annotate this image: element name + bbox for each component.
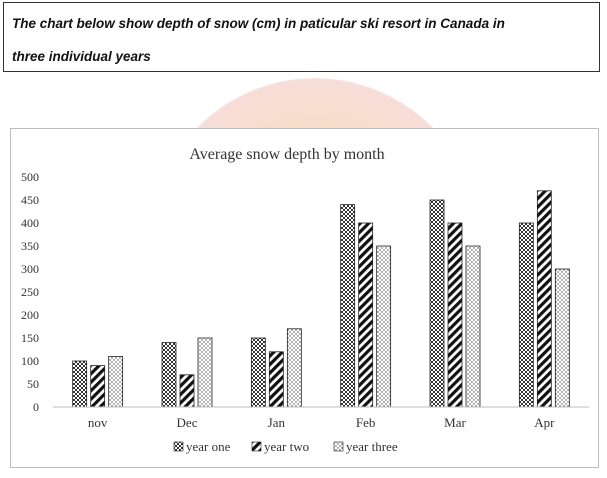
bar-year-three-nov <box>108 355 124 408</box>
bar-year-two-jan <box>268 351 284 408</box>
bar-chart: Average snow depth by month 0 50 100 150 200… <box>21 146 589 454</box>
y-tick-label: 0 <box>33 400 39 414</box>
legend-swatch <box>333 441 344 452</box>
x-tick-label: Jan <box>268 415 286 430</box>
bar-year-one-dec <box>161 342 177 408</box>
bar-year-two-nov <box>90 365 106 408</box>
y-tick-label: 200 <box>21 308 39 322</box>
bar-year-two-apr <box>536 190 552 408</box>
legend-label: year two <box>264 439 309 454</box>
bar-year-three-dec <box>197 337 213 408</box>
y-tick-label: 100 <box>21 354 39 368</box>
bar-year-two-mar <box>447 222 463 408</box>
legend-swatch <box>251 441 262 452</box>
bar-year-one-feb <box>340 204 356 408</box>
task-prompt: The chart below show depth of snow (cm) … <box>3 2 600 72</box>
y-tick-label: 300 <box>21 262 39 276</box>
legend-label: year one <box>186 439 231 454</box>
x-tick-label: Apr <box>534 415 555 430</box>
y-tick-label: 350 <box>21 239 39 253</box>
bar-year-one-nov <box>72 360 88 408</box>
legend-label: year three <box>346 439 398 454</box>
x-tick-label: Dec <box>177 415 198 430</box>
y-tick-label: 450 <box>21 193 39 207</box>
x-tick-label: nov <box>88 415 108 430</box>
bar-year-two-feb <box>358 222 374 408</box>
y-tick-label: 150 <box>21 331 39 345</box>
task-prompt-line-2: three individual years <box>12 49 151 64</box>
x-axis: nov Dec Jan Feb Mar Apr <box>53 406 589 430</box>
bar-year-one-mar <box>429 199 445 408</box>
y-tick-label: 50 <box>27 377 39 391</box>
x-tick-label: Feb <box>356 415 376 430</box>
bar-year-two-dec <box>179 374 195 408</box>
chart-container: Average snow depth by month 0 50 100 150 200… <box>10 128 599 468</box>
task-prompt-line-1: The chart below show depth of snow (cm) … <box>12 16 505 31</box>
x-tick-label: Mar <box>444 415 466 430</box>
bar-year-three-jan <box>286 328 302 408</box>
bar-year-one-jan <box>250 337 266 408</box>
bar-year-three-mar <box>465 245 481 408</box>
bar-year-three-apr <box>554 268 570 408</box>
y-axis: 0 50 100 150 200 250 300 350 400 450 500 <box>21 170 39 414</box>
y-tick-label: 400 <box>21 216 39 230</box>
legend: year one year two year three <box>173 439 398 454</box>
bars <box>72 190 570 408</box>
bar-year-three-feb <box>376 245 392 408</box>
legend-swatch <box>173 441 184 452</box>
y-tick-label: 250 <box>21 285 39 299</box>
chart-title: Average snow depth by month <box>189 146 384 163</box>
bar-year-one-apr <box>518 222 534 408</box>
y-tick-label: 500 <box>21 170 39 184</box>
